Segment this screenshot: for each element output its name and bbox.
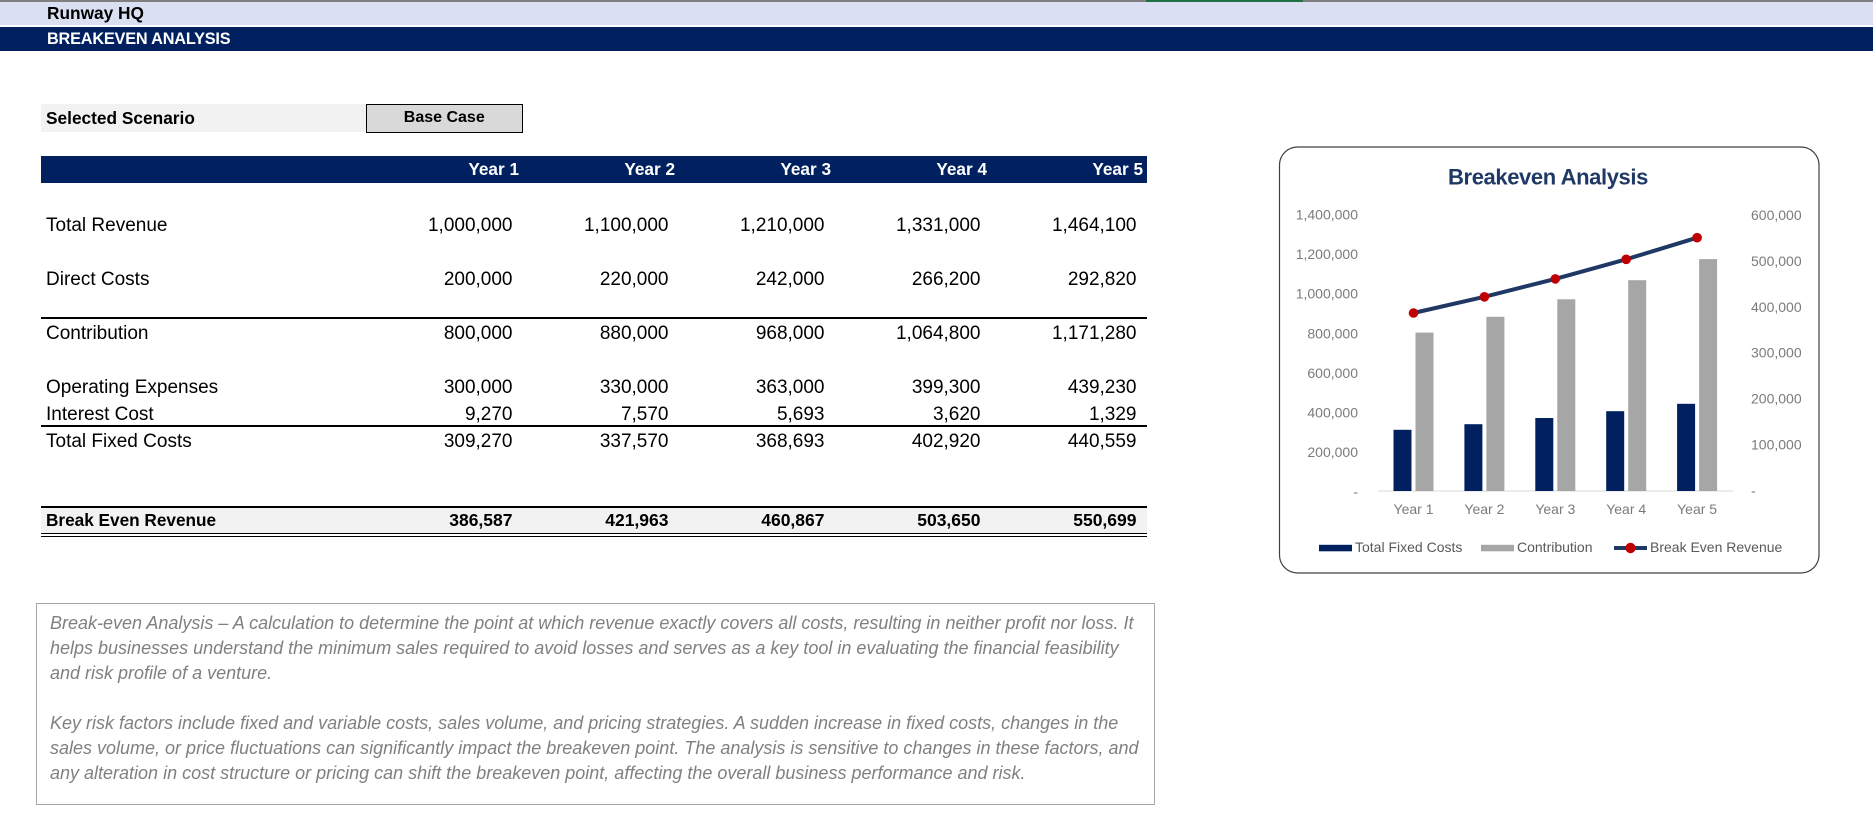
svg-text:500,000: 500,000 (1751, 253, 1802, 269)
svg-text:Year 3: Year 3 (1535, 501, 1575, 517)
svg-text:600,000: 600,000 (1307, 365, 1358, 381)
svg-text:Break Even Revenue: Break Even Revenue (1650, 539, 1783, 555)
svg-text:Year 4: Year 4 (1606, 501, 1646, 517)
svg-text:600,000: 600,000 (1751, 207, 1802, 223)
svg-text:Year 1: Year 1 (1394, 501, 1434, 517)
svg-text:-: - (1751, 483, 1756, 499)
svg-text:1,400,000: 1,400,000 (1296, 207, 1358, 223)
svg-text:100,000: 100,000 (1751, 437, 1802, 453)
svg-text:Year 5: Year 5 (1677, 501, 1717, 517)
svg-text:400,000: 400,000 (1751, 299, 1802, 315)
svg-text:Year 2: Year 2 (1464, 501, 1504, 517)
svg-text:Breakeven Analysis: Breakeven Analysis (1448, 165, 1648, 190)
svg-text:800,000: 800,000 (1307, 325, 1358, 341)
svg-text:200,000: 200,000 (1307, 444, 1358, 460)
svg-text:200,000: 200,000 (1751, 391, 1802, 407)
svg-text:Total Fixed Costs: Total Fixed Costs (1355, 539, 1462, 555)
svg-text:400,000: 400,000 (1307, 405, 1358, 421)
svg-text:Contribution: Contribution (1517, 539, 1593, 555)
svg-text:300,000: 300,000 (1751, 345, 1802, 361)
svg-text:1,000,000: 1,000,000 (1296, 286, 1358, 302)
svg-text:-: - (1353, 484, 1358, 500)
svg-text:1,200,000: 1,200,000 (1296, 246, 1358, 262)
